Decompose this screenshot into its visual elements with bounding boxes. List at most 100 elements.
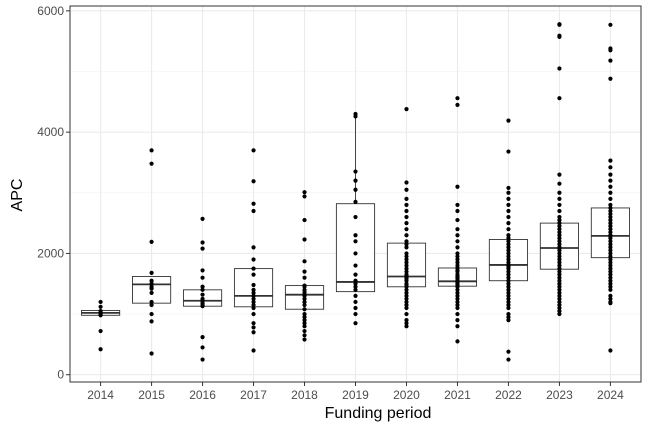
data-point [404, 311, 409, 317]
data-point [506, 236, 511, 241]
data-point [608, 217, 613, 223]
data-point [608, 239, 613, 244]
data-point [251, 311, 256, 317]
data-point [455, 102, 460, 107]
data-point [608, 165, 613, 170]
data-point [557, 239, 562, 244]
data-point [404, 187, 409, 192]
data-point [557, 202, 562, 208]
data-point [557, 181, 562, 186]
data-point [353, 305, 358, 311]
data-point [455, 287, 460, 292]
y-axis: 0 2000 4000 6000 [37, 4, 70, 382]
data-point [200, 345, 205, 350]
data-point [455, 257, 460, 262]
data-point [302, 311, 307, 317]
data-point [506, 245, 511, 250]
data-point [404, 324, 409, 329]
data-point [506, 272, 511, 277]
data-point [200, 284, 205, 289]
data-point [302, 337, 307, 342]
data-point [557, 308, 562, 314]
data-point [557, 196, 562, 201]
data-point [353, 281, 358, 286]
data-point [251, 305, 256, 311]
data-point [353, 263, 358, 268]
data-point [404, 214, 409, 220]
data-point [455, 299, 460, 305]
data-point [404, 254, 409, 259]
data-point [404, 299, 409, 305]
data-point [608, 158, 613, 163]
data-point [251, 321, 256, 326]
data-point [404, 293, 409, 298]
box-2019 [335, 113, 376, 293]
data-point [455, 269, 460, 274]
data-point [608, 184, 613, 189]
data-point [506, 299, 511, 305]
data-point [353, 199, 358, 204]
data-point [557, 254, 562, 259]
data-point [557, 269, 562, 274]
data-point [302, 259, 307, 264]
data-point [404, 318, 409, 323]
data-point [506, 254, 511, 259]
data-point [149, 299, 154, 305]
data-point [455, 202, 460, 208]
data-point [302, 328, 307, 334]
data-point [557, 257, 562, 262]
data-point [404, 202, 409, 208]
data-point [506, 315, 511, 320]
data-point [353, 321, 358, 326]
data-point [251, 266, 256, 271]
data-point [302, 299, 307, 305]
data-point [353, 114, 358, 119]
data-point [353, 299, 358, 305]
data-point [251, 257, 256, 262]
data-point [404, 302, 409, 308]
data-point [557, 281, 562, 286]
data-point [608, 348, 613, 353]
data-point [506, 257, 511, 262]
data-point [149, 302, 154, 308]
data-point [302, 315, 307, 320]
data-point [557, 275, 562, 280]
data-point [455, 96, 460, 101]
x-tick-label: 2015 [138, 388, 165, 402]
data-point [506, 221, 511, 226]
data-point [506, 290, 511, 295]
data-point [506, 278, 511, 283]
data-point [353, 278, 358, 283]
data-point [557, 230, 562, 235]
data-point [404, 257, 409, 262]
data-point [251, 272, 256, 277]
data-point [251, 348, 256, 353]
data-point [557, 290, 562, 295]
data-point [455, 339, 460, 344]
data-point [149, 239, 154, 245]
data-point [557, 221, 562, 226]
data-point [608, 272, 613, 277]
data-point [557, 22, 562, 27]
data-point [608, 172, 613, 177]
data-point [200, 335, 205, 340]
data-point [455, 293, 460, 298]
data-point [557, 233, 562, 238]
data-point [608, 230, 613, 235]
x-tick-label: 2020 [393, 388, 420, 402]
data-point [455, 227, 460, 232]
data-point [608, 293, 613, 298]
data-point [608, 58, 613, 63]
data-point [455, 245, 460, 250]
data-point [506, 214, 511, 220]
data-point [608, 242, 613, 247]
data-point [608, 254, 613, 259]
data-point [353, 178, 358, 183]
data-point [251, 245, 256, 250]
data-point [251, 179, 256, 184]
data-point [200, 292, 205, 297]
data-point [557, 236, 562, 241]
data-point [608, 260, 613, 265]
data-point [98, 304, 103, 309]
